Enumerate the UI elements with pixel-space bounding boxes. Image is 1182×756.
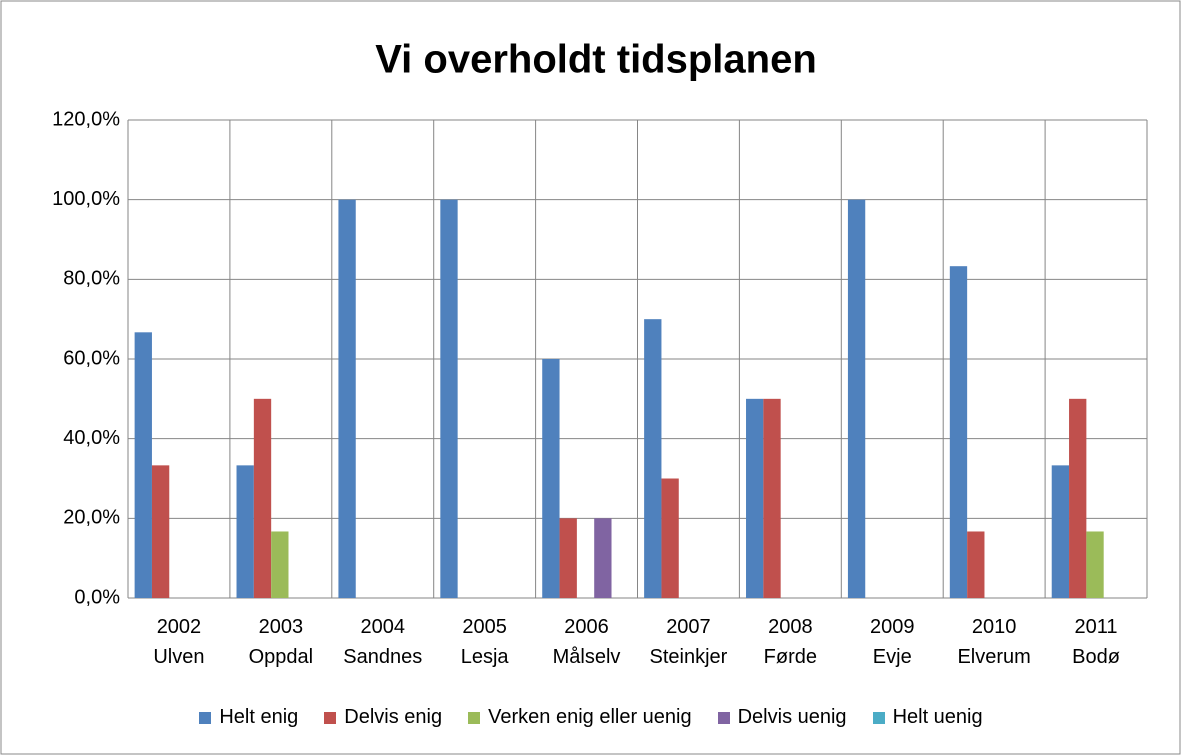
y-tick-label: 80,0% — [63, 268, 120, 290]
legend-item: Helt uenig — [872, 706, 983, 729]
y-tick-label: 60,0% — [63, 347, 120, 369]
x-tick-label: 2008 Førde — [763, 616, 818, 668]
bar — [594, 518, 612, 598]
bar — [1051, 465, 1070, 598]
legend-swatch — [468, 711, 481, 724]
bar — [151, 465, 170, 598]
legend: Helt enig Delvis enig Verken enig eller ue… — [0, 706, 1182, 729]
legend-label: Verken enig eller uenig — [488, 706, 692, 728]
y-tick-label: 20,0% — [63, 507, 120, 529]
bar — [236, 465, 254, 598]
bar — [338, 199, 356, 598]
bar — [746, 398, 764, 598]
legend-swatch — [199, 711, 212, 724]
y-tick-label: 0,0% — [74, 586, 120, 608]
legend-item: Delvis uenig — [717, 706, 847, 729]
bar — [253, 398, 272, 598]
y-tick-label: 40,0% — [63, 427, 120, 449]
x-tick-label: 2010 Elverum — [957, 616, 1031, 668]
legend-swatch — [717, 711, 730, 724]
x-tick-label: 2011 Bodø — [1072, 616, 1120, 668]
legend-swatch — [324, 711, 337, 724]
bar — [559, 518, 577, 598]
bar — [542, 359, 560, 598]
bar — [949, 266, 968, 598]
bar — [644, 319, 662, 598]
bar — [661, 478, 679, 598]
x-tick-label: 2007 Steinkjer — [649, 616, 728, 668]
x-tick-label: 2002 Ulven — [153, 616, 205, 668]
legend-swatch — [872, 711, 885, 724]
bar — [1086, 531, 1104, 598]
legend-item: Verken enig eller uenig — [468, 706, 692, 729]
legend-label: Delvis uenig — [737, 706, 847, 728]
bar — [440, 199, 458, 598]
x-tick-label: 2005 Lesja — [460, 616, 509, 668]
x-tick-label: 2009 Evje — [870, 616, 915, 668]
bar — [271, 531, 289, 598]
bar — [134, 332, 152, 598]
legend-item: Delvis enig — [324, 706, 442, 729]
legend-label: Delvis enig — [344, 706, 443, 728]
x-tick-label: 2006 Målselv — [552, 616, 621, 668]
bar — [847, 199, 866, 598]
y-tick-label: 120,0% — [52, 108, 120, 130]
x-tick-label: 2004 Sandnes — [343, 616, 423, 668]
legend-label: Helt enig — [219, 706, 299, 728]
legend-item: Helt enig — [199, 706, 298, 729]
bar — [967, 531, 985, 598]
chart-title: Vi overholdt tidsplanen — [375, 38, 817, 82]
legend-label: Helt uenig — [892, 706, 983, 728]
bar — [763, 398, 781, 598]
bar — [1069, 398, 1087, 598]
y-tick-label: 100,0% — [52, 188, 120, 210]
x-tick-label: 2003 Oppdal — [248, 616, 314, 668]
